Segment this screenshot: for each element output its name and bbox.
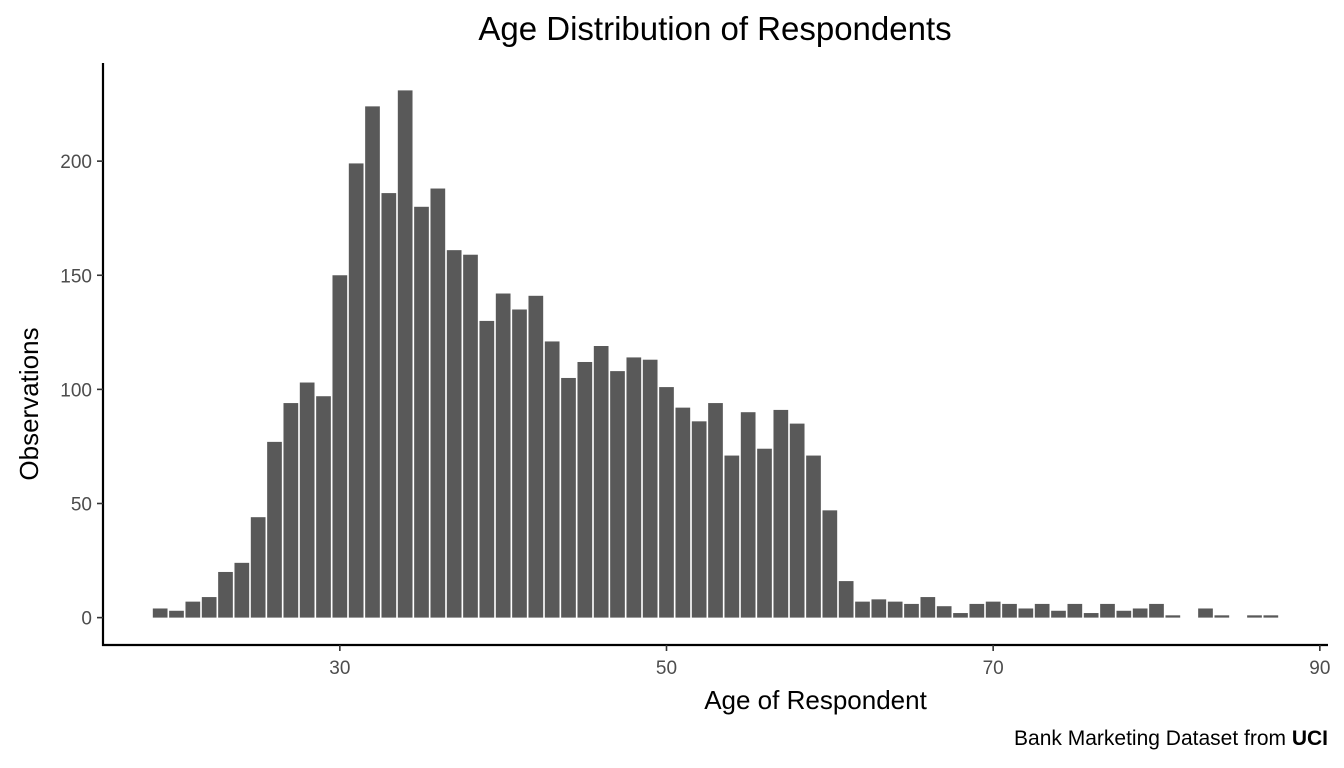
bar-age-37 [446, 250, 462, 618]
bar-age-62 [855, 601, 870, 618]
bar-age-60 [822, 510, 838, 618]
bar-age-81 [1165, 615, 1181, 618]
bar-age-40 [495, 293, 511, 618]
x-tick-label: 50 [656, 658, 677, 679]
bar-age-36 [430, 188, 446, 618]
bar-age-58 [789, 423, 805, 618]
bar-age-80 [1149, 603, 1164, 618]
bar-age-55 [740, 412, 756, 618]
bar-age-27 [283, 403, 299, 618]
bar-age-46 [593, 346, 609, 618]
bar-age-69 [969, 603, 985, 618]
bar-age-72 [1018, 608, 1034, 618]
chart-caption: Bank Marketing Dataset from UCI [1014, 727, 1328, 751]
bar-age-78 [1116, 610, 1132, 618]
y-tick-label: 50 [71, 494, 92, 515]
bar-age-29 [316, 396, 331, 618]
bar-age-21 [185, 601, 201, 618]
bar-age-25 [250, 517, 266, 618]
bar-age-42 [528, 295, 544, 618]
bar-age-59 [806, 455, 821, 618]
x-axis-ticks: 30 50 70 90 [329, 645, 1330, 679]
bar-age-45 [577, 361, 593, 618]
bar-age-68 [953, 613, 968, 618]
bar-age-53 [708, 403, 723, 618]
y-tick-label: 200 [60, 152, 92, 173]
bar-age-64 [887, 601, 903, 618]
bar-age-47 [610, 371, 625, 618]
bar-age-63 [871, 599, 887, 618]
bar-age-74 [1051, 610, 1066, 618]
bar-age-73 [1034, 603, 1050, 618]
caption-source: UCI [1291, 727, 1328, 750]
bar-age-71 [1002, 603, 1017, 618]
y-axis-title: Observations [14, 327, 44, 480]
bar-age-28 [299, 382, 315, 618]
bar-age-50 [659, 387, 674, 618]
bar-age-33 [381, 193, 397, 618]
bar-age-66 [920, 597, 936, 618]
bar-age-87 [1263, 615, 1279, 618]
bar-age-86 [1247, 615, 1262, 618]
bar-age-79 [1132, 608, 1148, 618]
bar-age-22 [201, 597, 217, 618]
x-tick-label: 70 [983, 658, 1004, 679]
bar-age-26 [267, 441, 282, 618]
bar-age-44 [561, 377, 576, 618]
bar-age-51 [675, 407, 691, 618]
bar-age-38 [463, 254, 478, 618]
bar-age-34 [397, 90, 413, 618]
bar-age-61 [838, 581, 854, 618]
bar-age-83 [1198, 608, 1213, 618]
y-tick-label: 150 [60, 266, 92, 287]
x-tick-label: 90 [1309, 658, 1330, 679]
bar-age-32 [365, 106, 380, 618]
bar-age-31 [348, 163, 364, 618]
bar-age-75 [1067, 603, 1083, 618]
x-tick-label: 30 [329, 658, 350, 679]
bar-age-49 [642, 359, 658, 618]
bar-age-67 [936, 606, 952, 618]
bar-age-57 [773, 409, 789, 618]
bar-age-23 [218, 571, 233, 618]
bar-age-48 [626, 357, 642, 618]
caption-text: Bank Marketing Dataset from [1014, 727, 1292, 750]
bar-age-56 [757, 448, 772, 618]
bar-age-20 [169, 610, 184, 618]
bar-group [152, 90, 1279, 618]
y-tick-label: 100 [60, 380, 92, 401]
bar-age-39 [479, 320, 495, 618]
bar-age-54 [724, 455, 740, 618]
bar-age-76 [1083, 613, 1099, 618]
bar-age-19 [152, 608, 168, 618]
x-axis-title: Age of Respondent [704, 685, 927, 715]
bar-age-65 [904, 603, 919, 618]
y-axis-ticks: 0 50 100 150 200 [60, 152, 103, 630]
chart-title: Age Distribution of Respondents [478, 10, 952, 47]
bar-age-30 [332, 275, 348, 618]
bar-age-70 [985, 601, 1001, 618]
bar-age-52 [691, 421, 707, 618]
bar-age-24 [234, 562, 250, 618]
bar-age-77 [1100, 603, 1115, 618]
bar-age-43 [544, 341, 560, 618]
bar-age-35 [414, 206, 429, 618]
bar-age-84 [1214, 615, 1230, 618]
bar-age-41 [512, 309, 527, 618]
y-tick-label: 0 [81, 609, 92, 630]
